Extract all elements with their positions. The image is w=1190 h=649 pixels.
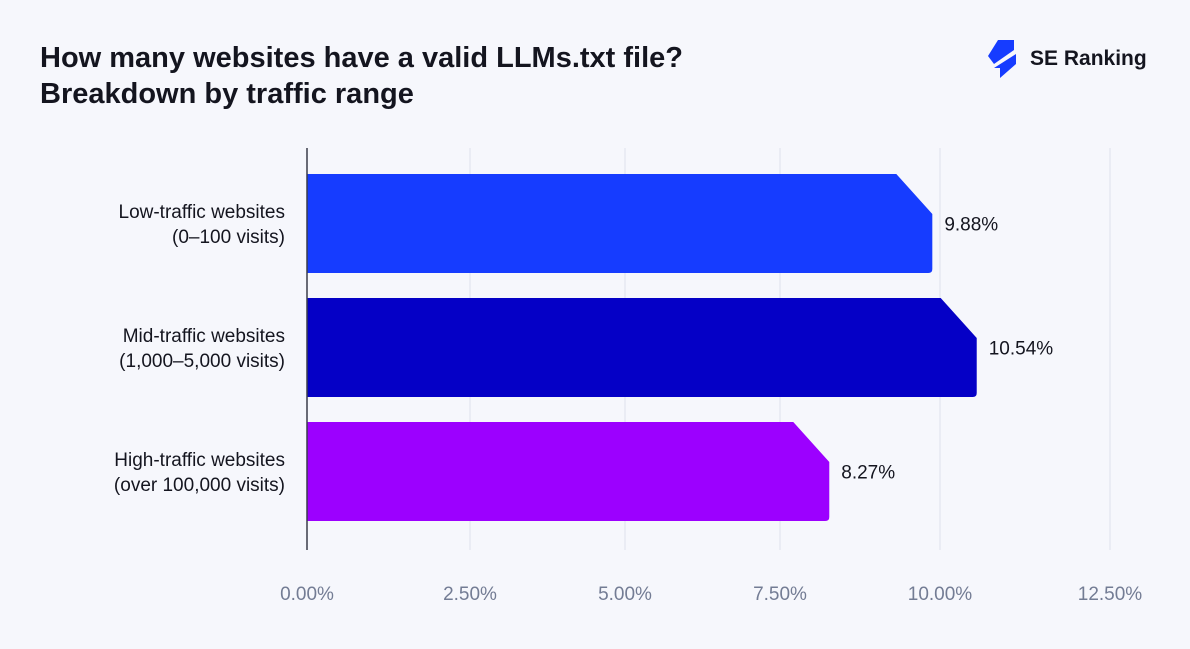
x-tick-label: 5.00% bbox=[598, 584, 652, 605]
x-tick-label: 10.00% bbox=[908, 584, 973, 605]
x-tick-label: 0.00% bbox=[280, 584, 334, 605]
title: How many websites have a valid LLMs.txt … bbox=[40, 42, 684, 74]
data-label: 9.88% bbox=[944, 215, 998, 236]
data-label: 10.54% bbox=[989, 339, 1054, 360]
x-tick-label: 2.50% bbox=[443, 584, 497, 605]
bar bbox=[307, 174, 933, 273]
brand-name: SE Ranking bbox=[1030, 47, 1147, 70]
bar bbox=[307, 422, 830, 521]
category-label: Low-traffic websites (0–100 visits) bbox=[118, 202, 286, 248]
subtitle: Breakdown by traffic range bbox=[40, 78, 414, 110]
category-label: High-traffic websites (over 100,000 visit… bbox=[113, 450, 285, 496]
bar bbox=[307, 298, 977, 397]
data-label: 8.27% bbox=[841, 463, 895, 484]
se-ranking-logo-icon bbox=[988, 40, 1016, 78]
chart-title: How many websites have a valid LLMs.txt … bbox=[40, 40, 683, 112]
category-label: Mid-traffic websites (1,000–5,000 visits) bbox=[119, 326, 285, 372]
brand-logo: SE Ranking bbox=[984, 40, 1147, 78]
x-tick-label: 7.50% bbox=[753, 584, 807, 605]
x-tick-label: 12.50% bbox=[1078, 584, 1143, 605]
